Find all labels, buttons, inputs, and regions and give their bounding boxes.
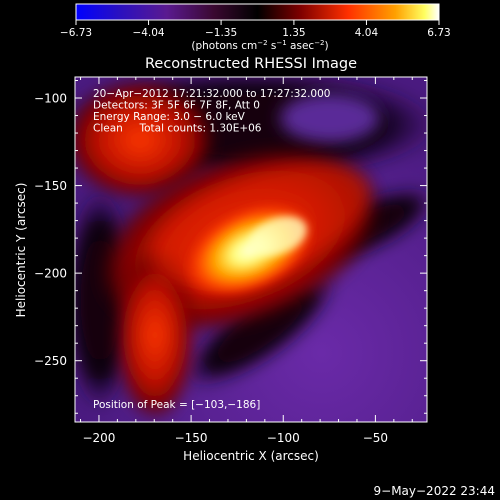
colorbar-label: (photons cm−2 s−1 asec−2)	[191, 39, 328, 52]
heatmap-image	[75, 77, 427, 422]
annotation-line: Detectors: 3F 5F 6F 7F 8F, Att 0	[93, 100, 260, 112]
colorbar-ticks: −6.73 −4.04 −1.35 1.35 4.04 6.73	[60, 20, 451, 39]
plot-frame	[74, 76, 428, 423]
y-axis-ticks: −100 −150 −200 −250	[34, 80, 427, 414]
footer-timestamp: 9−May−2022 23:44	[374, 484, 496, 498]
colorbar-tick-label: 1.35	[282, 27, 305, 39]
y-tick-label: −250	[34, 354, 67, 368]
chart-title: Reconstructed RHESSI Image	[145, 56, 357, 72]
y-tick-label: −200	[34, 267, 67, 281]
annotation-line: Clean Total counts: 1.30E+06	[93, 123, 262, 135]
colorbar-tick-label: 4.04	[355, 27, 379, 39]
x-tick-label: −200	[82, 431, 115, 445]
y-tick-label: −150	[34, 179, 67, 193]
colorbar-gradient	[75, 3, 440, 21]
colorbar: −6.73 −4.04 −1.35 1.35 4.04 6.73 (photons cm−…	[60, 3, 451, 52]
annotation-block: 20−Apr−2012 17:21:32.000 to 17:27:32.000…	[93, 88, 330, 135]
x-tick-label: −100	[267, 431, 300, 445]
x-tick-label: −50	[363, 431, 388, 445]
peak-position-label: Position of Peak = [−103,−186]	[93, 399, 260, 411]
annotation-line: Energy Range: 3.0 − 6.0 keV	[93, 111, 246, 123]
colorbar-tick-label: −1.35	[205, 27, 237, 39]
y-tick-label: −100	[34, 92, 67, 106]
colorbar-tick-label: −6.73	[60, 27, 92, 39]
y-axis-label: Heliocentric Y (arcsec)	[14, 183, 28, 318]
x-axis-label: Heliocentric X (arcsec)	[183, 449, 319, 463]
x-axis-ticks: −200 −150 −100 −50	[80, 77, 413, 445]
colorbar-tick-label: −4.04	[132, 27, 164, 39]
x-tick-label: −150	[175, 431, 208, 445]
colorbar-tick-label: 6.73	[427, 27, 450, 39]
annotation-line: 20−Apr−2012 17:21:32.000 to 17:27:32.000	[93, 88, 330, 100]
